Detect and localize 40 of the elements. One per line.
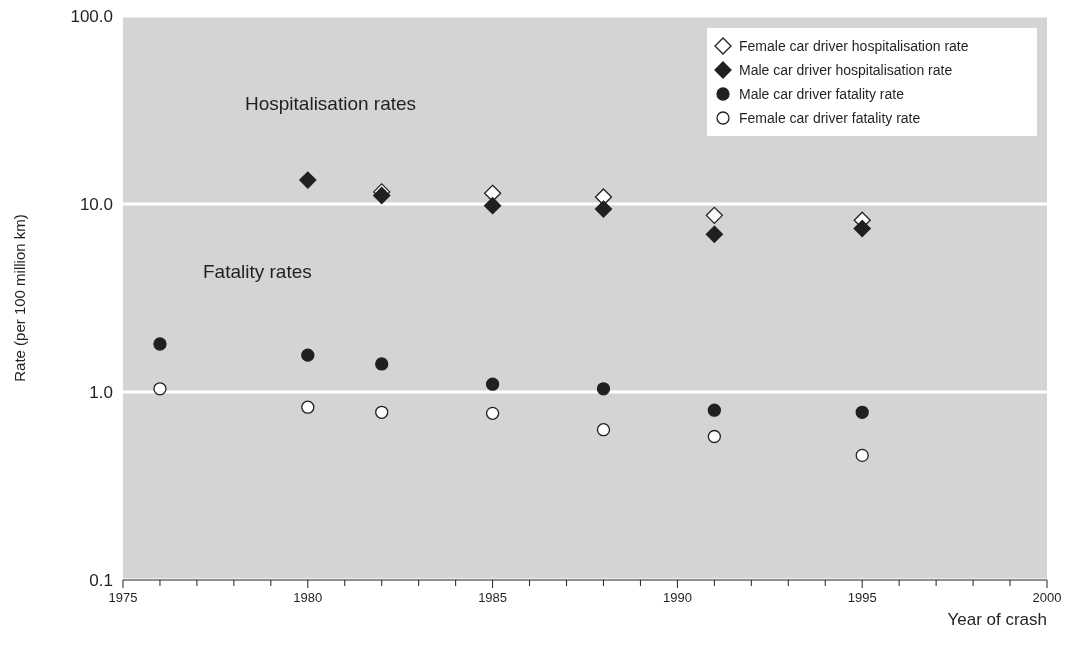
point [375,405,389,419]
y-tick-label: 10.0 [79,194,113,214]
point [301,348,315,362]
annotation: Fatality rates [203,261,312,282]
point [707,403,722,417]
point [855,448,869,463]
point [485,377,500,391]
point [596,423,611,437]
legend-label: Male car driver hospitalisation rate [739,61,953,78]
x-tick-label: 1980 [293,590,323,605]
y-tick-label: 100.0 [70,6,113,26]
point [483,184,502,202]
point [373,186,391,205]
point [375,357,389,371]
x-tick-label: 2000 [1032,590,1062,605]
point [596,382,611,396]
x-axis-title: Year of crash [947,610,1047,629]
point [153,337,167,351]
y-axis-title: Rate (per 100 million km) [11,214,28,382]
point [153,382,167,396]
x-tick-label: 1975 [108,590,138,605]
x-tick-label: 1985 [478,590,508,605]
x-tick-label: 1995 [847,590,877,605]
y-tick-label: 1.0 [89,382,113,402]
point [299,171,317,189]
legend-label: Male car driver fatality rate [739,85,905,102]
point [855,405,869,419]
legend-label: Female car driver hospitalisation rate [739,37,969,54]
point [853,219,871,238]
legend-label: Female car driver fatality rate [739,109,921,126]
y-tick-label: 0.1 [89,570,113,590]
annotation: Hospitalisation rates [245,93,417,114]
point [705,206,724,225]
x-tick-label: 1990 [662,590,692,605]
point [485,406,500,420]
point [301,400,315,414]
point [483,197,502,215]
point [594,200,613,218]
point [707,429,722,444]
point [705,225,724,243]
